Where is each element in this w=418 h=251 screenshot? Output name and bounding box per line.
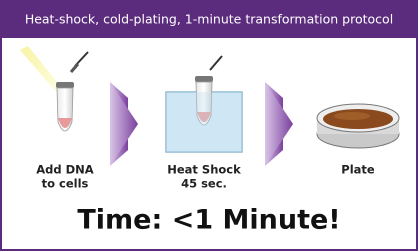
step-label: Add DNA (36, 163, 94, 177)
step-label: 45 sec. (181, 177, 227, 191)
header-title: Heat-shock, cold-plating, 1-minute trans… (25, 12, 393, 27)
step-label: Heat Shock (167, 163, 241, 177)
step-label: to cells (42, 177, 89, 191)
petri-dish (317, 104, 399, 148)
page: {"header": {"title": "Heat-shock, cold-p… (0, 0, 418, 251)
step-label: Plate (341, 163, 375, 177)
diagram: Heat-shock, cold-plating, 1-minute trans… (0, 0, 418, 251)
footer-text: Time: <1 Minute! (77, 205, 340, 236)
